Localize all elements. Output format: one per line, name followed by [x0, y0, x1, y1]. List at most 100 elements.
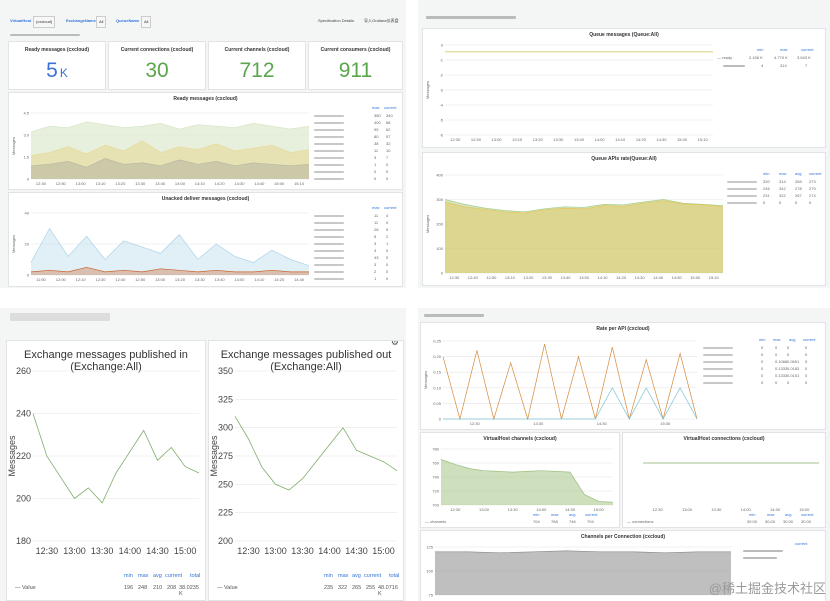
legend-header-current[interactable]: current — [795, 541, 808, 546]
row-title-blurred[interactable] — [424, 314, 484, 317]
vh-connections-legend: min max avg current — connections 30.00 … — [627, 512, 814, 524]
x-tick-label: 14:10 — [598, 275, 609, 280]
legend-header-max[interactable]: max — [767, 512, 775, 517]
legend-header-current[interactable]: current — [384, 105, 397, 110]
x-tick-label: 14:00 — [536, 507, 547, 512]
legend-row[interactable]: 320 314 265 273 — [727, 179, 823, 185]
legend-header-avg[interactable]: avg — [352, 573, 361, 579]
legend-row[interactable]: 43 0 — [314, 255, 400, 261]
x-tick-label: 14:20 — [215, 181, 226, 186]
legend-value: 0 — [805, 345, 808, 350]
legend-row[interactable]: 380 340 — [314, 113, 400, 119]
legend-header-min[interactable]: min — [324, 573, 333, 579]
legend-header-current[interactable]: current — [801, 512, 814, 517]
legend-row-2[interactable]: 4 314 7 — [717, 63, 823, 69]
legend-row[interactable]: 95 62 — [314, 127, 400, 133]
legend-header-current[interactable]: current — [803, 337, 816, 342]
legend-header-current[interactable]: current — [384, 205, 397, 210]
row-title-blurred[interactable] — [10, 313, 110, 321]
y-tick-label: 275 — [218, 451, 233, 461]
legend-value: 1 — [374, 162, 377, 167]
series-line-series-2 — [30, 140, 310, 156]
panel-title: Queue messages (Queue:All) — [589, 32, 659, 38]
legend-value: 2 — [386, 234, 389, 239]
row-title-blurred[interactable] — [10, 34, 80, 36]
legend-header-max[interactable]: max — [779, 171, 787, 176]
legend-row[interactable]: 0 0.1333 0.0183 0 — [703, 366, 823, 372]
legend-header-avg[interactable]: avg — [785, 512, 792, 517]
legend-header-avg[interactable]: avg — [569, 512, 576, 517]
legend-header-avg[interactable]: avg — [153, 573, 162, 579]
legend-row-ready[interactable]: — ready 2.156 K 4.779 K 3.643 K — [717, 55, 811, 60]
queue-select[interactable]: All — [141, 16, 152, 28]
x-tick-label: 14:30 — [656, 137, 667, 142]
legend-header-total[interactable]: total — [389, 573, 400, 579]
legend-row[interactable]: 231 322 267 274 — [727, 193, 823, 199]
row-title-blurred[interactable] — [426, 16, 516, 19]
legend-row[interactable]: 400 88 — [314, 120, 400, 126]
legend-header-total[interactable]: total — [190, 573, 201, 579]
legend-header-current[interactable]: current — [585, 512, 598, 517]
legend-header-max[interactable]: max — [372, 105, 380, 110]
legend-row[interactable]: 28 5 — [314, 227, 400, 233]
legend-header-min[interactable]: min — [763, 171, 770, 176]
legend-header-max[interactable]: max — [338, 573, 349, 579]
legend-header-avg[interactable]: avg — [789, 337, 796, 342]
legend-header-max[interactable]: max — [551, 512, 559, 517]
x-tick-label: 14:40 — [653, 275, 664, 280]
x-tick-label: 13:50 — [579, 275, 590, 280]
exchange-select[interactable]: All — [96, 16, 107, 28]
vhost-select[interactable]: (cxcloud) — [33, 16, 56, 28]
legend-header-current[interactable]: current — [809, 171, 822, 176]
legend-series-name — [314, 250, 344, 252]
legend-value: 0 — [805, 352, 808, 357]
legend-value: 38 — [374, 141, 379, 146]
legend-header-current[interactable]: current — [801, 47, 814, 52]
legend-row[interactable]: 0 0 0 0 — [703, 345, 823, 351]
legend-row[interactable]: 80 57 — [314, 134, 400, 140]
legend-header-min[interactable]: min — [533, 512, 540, 517]
x-tick-label: 14:30 — [635, 275, 646, 280]
legend-header-max[interactable]: max — [372, 205, 380, 210]
x-tick-label: 15:10 — [709, 275, 720, 280]
legend-row[interactable]: 11 10 — [314, 148, 400, 154]
legend-row[interactable]: 0 0 0 0 — [703, 352, 823, 358]
legend-header-avg[interactable]: avg — [795, 171, 802, 176]
legend-header-current[interactable]: current — [165, 573, 183, 579]
legend-value: 0 — [386, 269, 389, 274]
specification-link[interactable]: Specification Details — [318, 18, 355, 23]
legend-header-current[interactable]: current — [364, 573, 382, 579]
stat-current-connections: Current connections (cxcloud) 30 — [108, 41, 206, 90]
legend-header-max[interactable]: max — [138, 573, 149, 579]
legend-row[interactable]: 246 342 278 279 — [727, 186, 823, 192]
x-tick-label: 13:30 — [135, 181, 146, 186]
legend-row[interactable]: 38 32 — [314, 141, 400, 147]
legend-header-max[interactable]: max — [780, 47, 788, 52]
legend-series-name — [314, 236, 344, 238]
panel-settings-icon[interactable]: ⚙ — [390, 340, 399, 347]
legend-row[interactable]: 0 0.1066 0.0651 0 — [703, 359, 823, 365]
legend-header-min[interactable]: min — [759, 337, 766, 342]
queue-apis-legend: min max avg current 320 314 265 273 246 342 27… — [727, 171, 823, 231]
legend-row[interactable]: 0 0 0 0 — [703, 380, 823, 386]
legend-row[interactable]: 11 4 — [314, 213, 400, 219]
legend-header-min[interactable]: min — [757, 47, 764, 52]
legend-row[interactable]: 0 0.1333 0.0151 0 — [703, 373, 823, 379]
series-line-series-2 — [30, 266, 309, 273]
legend-row[interactable]: 11 0 — [314, 220, 400, 226]
legend-header-min[interactable]: min — [749, 512, 756, 517]
legend-header-max[interactable]: max — [773, 337, 781, 342]
legend-header-min[interactable]: min — [124, 573, 133, 579]
import-dashboard-link[interactable]: 导入Grafana仪表盘 — [364, 18, 399, 23]
legend-row[interactable]: 0 0 0 0 — [727, 200, 823, 206]
